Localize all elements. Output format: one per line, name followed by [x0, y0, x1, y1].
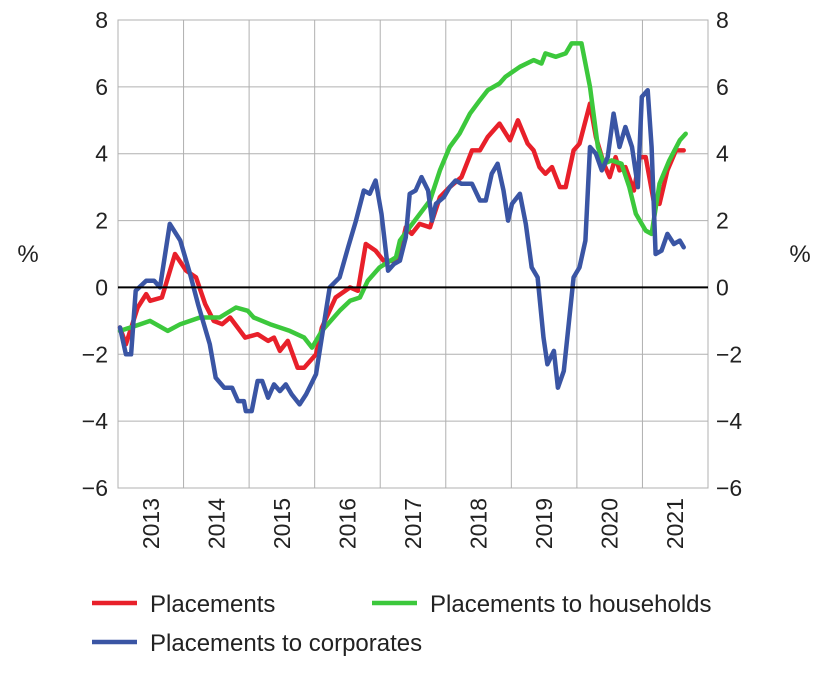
y-tick-label-left: 2	[95, 208, 108, 234]
y-tick-label-right: 2	[716, 208, 729, 234]
series-line-placements	[117, 101, 686, 370]
y-tick-label-right: 8	[716, 7, 729, 33]
x-tick-label: 2016	[334, 498, 360, 549]
legend: Placements Placements to households Placem…	[92, 591, 712, 657]
series-line-placements-to-corporates	[117, 87, 686, 414]
series-lines	[117, 41, 688, 414]
x-tick-label: 2021	[662, 498, 688, 549]
plot-frame	[117, 19, 709, 489]
legend-label: Placements to corporates	[150, 630, 422, 657]
y-tick-label-right: −4	[716, 408, 742, 434]
legend-label: Placements	[150, 591, 275, 618]
y-tick-label-left: −4	[82, 408, 108, 434]
y-tick-label-left: −6	[82, 475, 108, 501]
y-tick-label-right: −2	[716, 341, 742, 367]
y-tick-label-left: 0	[95, 274, 108, 300]
y-tick-label-left: 6	[95, 74, 108, 100]
legend-label: Placements to households	[430, 591, 712, 618]
x-tick-label: 2013	[138, 498, 164, 549]
y-tick-label-right: 4	[716, 141, 729, 167]
y-tick-label-left: −2	[82, 341, 108, 367]
y-tick-label-left: 4	[95, 141, 108, 167]
x-tick-label: 2020	[597, 498, 623, 549]
x-tick-label: 2015	[269, 498, 295, 549]
series-line-placements-to-households	[117, 41, 688, 350]
x-tick-label: 2019	[531, 498, 557, 549]
axes: −6 −6 −4 −4 −2 −2 0 0 2 2 4 4 6 6 8 8 2013 2014 2015 2016 20…	[82, 7, 743, 549]
y-axis-label-left: %	[17, 241, 38, 268]
y-tick-label-right: 0	[716, 274, 729, 300]
grid	[117, 19, 709, 489]
y-axis-label-right: %	[789, 241, 810, 268]
x-tick-label: 2014	[203, 498, 229, 549]
x-tick-label: 2018	[466, 498, 492, 549]
y-tick-label-left: 8	[95, 7, 108, 33]
y-tick-label-right: −6	[716, 475, 742, 501]
x-tick-label: 2017	[400, 498, 426, 549]
y-tick-label-right: 6	[716, 74, 729, 100]
